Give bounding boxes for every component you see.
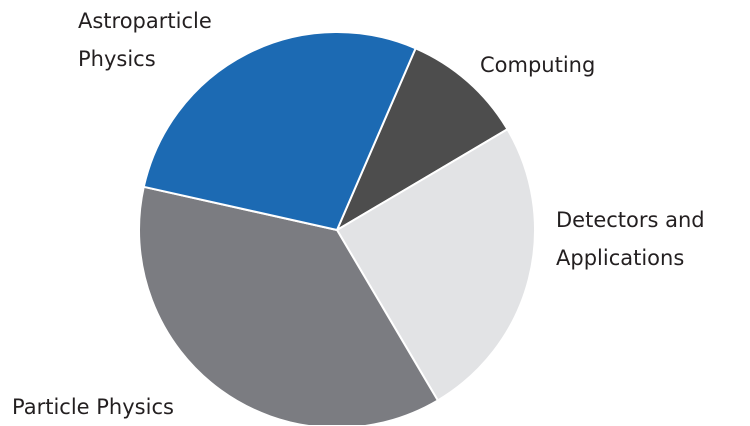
pie-slice: [336, 47, 509, 231]
slice-label: Astroparticle Physics: [78, 9, 212, 71]
pie-slice: [336, 128, 536, 402]
pie-slice: [142, 31, 417, 231]
slice-label: Detectors and Applications: [556, 208, 705, 270]
pie-slice: [138, 185, 439, 425]
slice-label: Particle Physics: [12, 395, 174, 419]
slice-label: Computing: [480, 53, 596, 77]
